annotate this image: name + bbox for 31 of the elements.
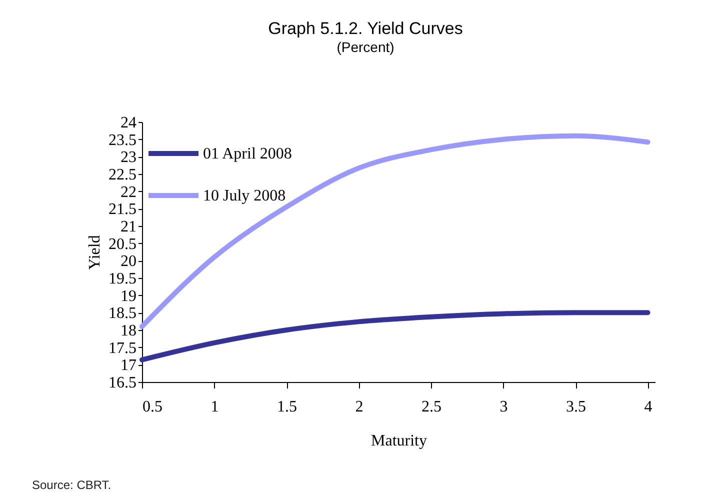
y-axis-title: Yield <box>86 235 104 270</box>
y-tick-label: 18.5 <box>108 305 136 322</box>
x-tick-label: 4 <box>644 398 652 416</box>
source-note: Source: CBRT. <box>32 478 112 492</box>
y-tick-label: 23.5 <box>108 132 136 149</box>
y-tick-label: 16.5 <box>108 374 136 392</box>
y-tick-label: 18 <box>120 322 136 340</box>
x-tick-label: 2.5 <box>422 398 442 416</box>
y-tick-label: 19.5 <box>108 270 136 288</box>
y-tick-label: 19 <box>120 288 136 305</box>
y-tick-label: 21 <box>120 218 136 236</box>
x-tick-label: 0.5 <box>142 398 162 416</box>
legend-label: 01 April 2008 <box>203 146 292 162</box>
x-axis-title: Maturity <box>371 432 427 450</box>
x-tick-label: 3.5 <box>566 398 586 416</box>
y-tick-label: 22.5 <box>108 166 136 184</box>
y-tick-label: 20.5 <box>108 236 136 253</box>
y-tick-label: 17.5 <box>108 340 136 357</box>
y-tick-label: 20 <box>120 253 136 270</box>
y-tick-label: 22 <box>120 184 136 201</box>
chart-title: Graph 5.1.2. Yield Curves <box>268 19 463 38</box>
x-tick-label: 3 <box>500 398 508 416</box>
y-tick-label: 17 <box>120 357 136 374</box>
y-tick-label: 21.5 <box>108 201 136 218</box>
x-tick-label: 1 <box>210 398 219 416</box>
y-tick-label: 24 <box>120 114 136 132</box>
x-tick-label: 2 <box>355 398 364 416</box>
y-tick-label: 23 <box>120 149 136 166</box>
chart-subtitle: (Percent) <box>336 39 394 55</box>
x-tick-label: 1.5 <box>277 398 298 416</box>
legend-label: 10 July 2008 <box>203 188 286 204</box>
